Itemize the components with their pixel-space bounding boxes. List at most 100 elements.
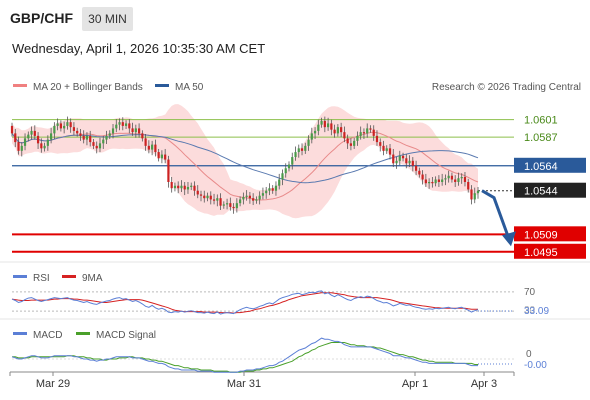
x-axis: Mar 29 Mar 31 Apr 1 Apr 3 — [9, 372, 515, 390]
candle-body — [121, 122, 124, 126]
candle-body — [102, 139, 105, 144]
candle-body — [183, 185, 186, 190]
candle-body — [265, 190, 268, 194]
candle-body — [457, 178, 460, 182]
candle-body — [447, 175, 450, 179]
candle-body — [219, 198, 222, 206]
candle-body — [82, 135, 85, 140]
candle-body — [69, 122, 72, 128]
candle-body — [431, 181, 434, 184]
candle-body — [349, 143, 353, 146]
candle-body — [379, 142, 382, 146]
candle-body — [40, 143, 43, 149]
x-tick-label: Apr 1 — [402, 378, 428, 390]
candle-body — [14, 133, 17, 143]
pivot-label-box — [514, 157, 586, 173]
candle-body — [177, 185, 180, 189]
candle-body — [450, 175, 454, 180]
candle-body — [203, 195, 206, 199]
interval-badge[interactable]: 30 MIN — [82, 7, 133, 31]
candle-body — [441, 179, 444, 182]
candle-body — [23, 138, 27, 146]
candle-body — [470, 189, 473, 200]
rsi-value-label: 33.09 — [524, 306, 549, 317]
candle-body — [98, 143, 102, 149]
rsi-line — [11, 290, 479, 315]
price-levels: 1.0601 1.0587 1.0564 1.0544 1.0509 1.0495 — [12, 115, 586, 259]
support-label: 1.0509 — [524, 229, 558, 241]
ma50-legend-label: MA 50 — [175, 82, 204, 93]
ma20-legend-swatch — [13, 84, 27, 87]
macd-zero-label: 0 — [526, 349, 532, 360]
candle-body — [401, 155, 405, 159]
candle-body — [359, 132, 362, 136]
candle-body — [362, 132, 366, 134]
macd-value-label: -0.00 — [524, 360, 547, 371]
candle-body — [30, 130, 33, 135]
candle-body — [180, 185, 183, 189]
candle-body — [317, 124, 320, 131]
candle-body — [151, 144, 154, 150]
ma50-legend-swatch — [155, 84, 169, 87]
candle-body — [115, 124, 118, 129]
rsi-legend: RSI 9MA — [13, 273, 103, 284]
resistance-label: 1.0601 — [524, 115, 558, 127]
candle-body — [196, 190, 199, 195]
candle-body — [287, 164, 291, 169]
candle-body — [284, 168, 287, 174]
candle-body — [255, 199, 258, 201]
candle-body — [278, 179, 281, 186]
candle-body — [271, 188, 274, 191]
candle-body — [232, 206, 235, 209]
candle-body — [340, 127, 343, 133]
candle-body — [366, 128, 369, 134]
candle-body — [437, 179, 440, 182]
candle-body — [454, 179, 457, 182]
candle-body — [186, 186, 190, 190]
candle-body — [434, 179, 437, 184]
candle-body — [50, 133, 53, 140]
candle-body — [89, 135, 92, 143]
rsi-legend-label: RSI — [33, 273, 50, 284]
moving-averages — [11, 131, 479, 201]
x-tick-label: Mar 29 — [36, 378, 70, 390]
candle-body — [111, 128, 115, 134]
rsi-ma-legend-label: 9MA — [82, 273, 103, 284]
last-price-box — [514, 182, 586, 198]
candle-body — [300, 148, 304, 151]
candle-body — [307, 139, 310, 146]
candle-body — [209, 195, 212, 200]
candle-body — [66, 122, 69, 126]
candle-body — [476, 190, 480, 194]
rsi-ma-line — [11, 292, 478, 314]
candle-body — [274, 185, 278, 191]
candle-body — [428, 181, 431, 184]
x-tick-label: Mar 31 — [227, 378, 261, 390]
candle-body — [124, 123, 128, 126]
candle-body — [108, 133, 111, 136]
candle-body — [297, 148, 300, 153]
candle-body — [43, 145, 46, 149]
ma50-line — [11, 133, 479, 184]
candle-body — [154, 144, 157, 153]
candle-body — [304, 145, 307, 151]
candle-body — [310, 133, 313, 140]
ma20-line — [11, 131, 479, 201]
candle-body — [258, 195, 261, 200]
forecast-arrow — [481, 189, 516, 247]
main-legend: MA 20 + Bollinger Bands MA 50 Research ©… — [13, 82, 581, 93]
support-label-box — [514, 243, 586, 259]
candle-body — [333, 129, 336, 134]
candle-body — [411, 160, 414, 166]
rsi-70-label: 70 — [524, 287, 536, 298]
macd-signal-legend-swatch — [76, 332, 90, 335]
candle-body — [144, 138, 147, 146]
candle-body — [330, 123, 333, 130]
support-label-box — [514, 226, 586, 242]
candle-body — [248, 195, 251, 199]
candle-body — [141, 133, 144, 139]
candle-body — [95, 145, 98, 149]
candle-body — [313, 130, 317, 134]
candle-body — [46, 139, 49, 146]
candle-body — [10, 125, 14, 134]
